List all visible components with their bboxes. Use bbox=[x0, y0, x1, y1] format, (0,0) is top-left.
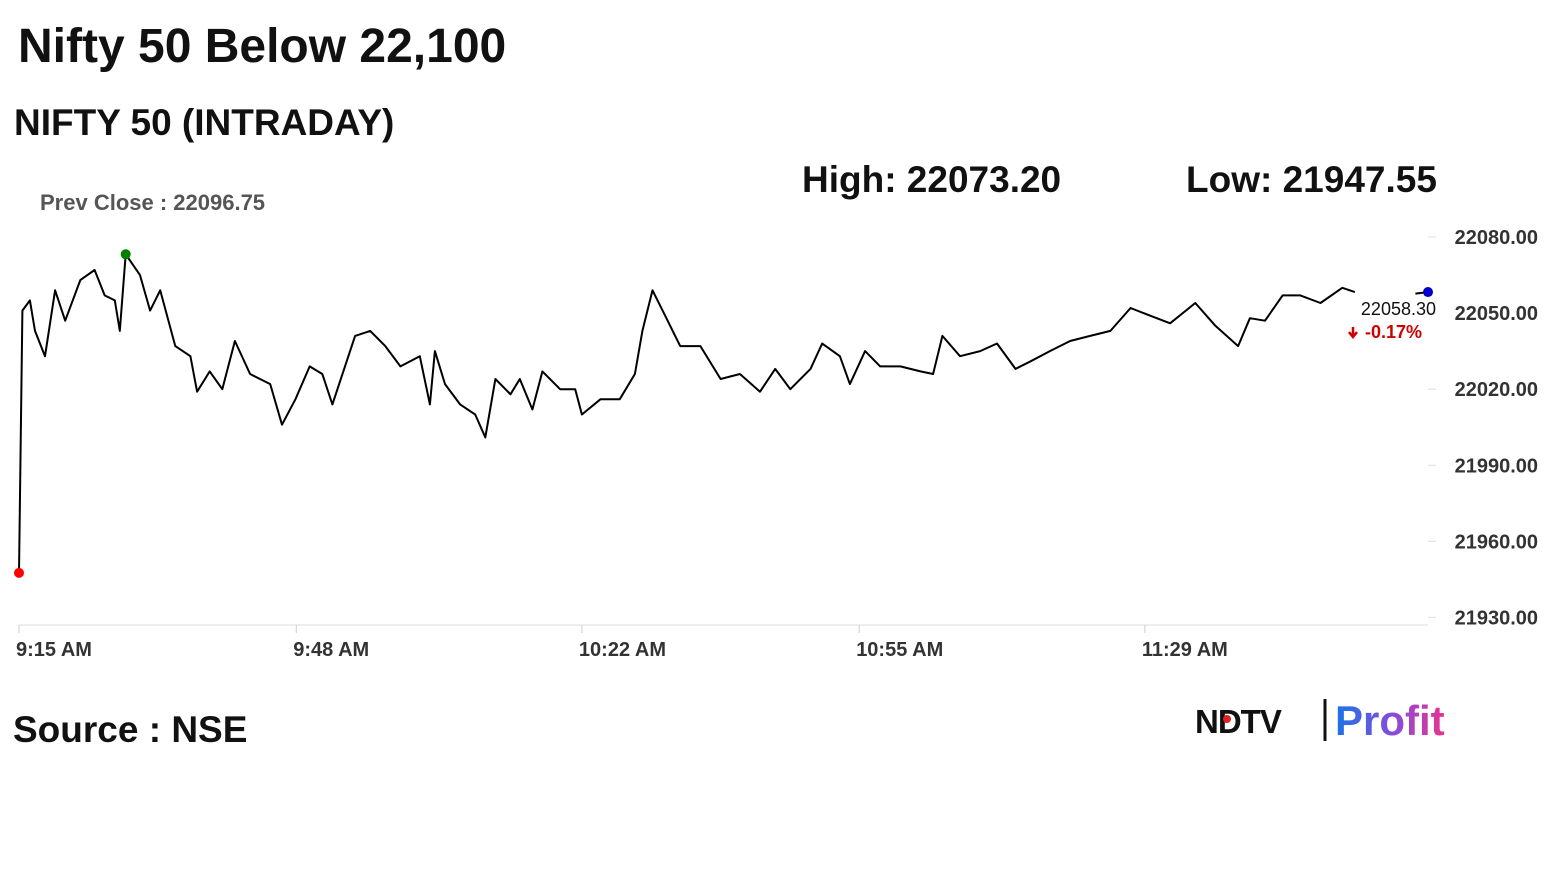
y-tick-label: 22020.00 bbox=[1455, 379, 1538, 401]
y-tick-label: 22080.00 bbox=[1455, 227, 1538, 249]
source: Source : NSE bbox=[13, 709, 247, 750]
change-label: -0.17% bbox=[1365, 322, 1422, 342]
prev-close-label: Prev Close : 22096.75 bbox=[40, 190, 265, 215]
price-line bbox=[18, 253, 1429, 573]
logo-dot bbox=[1223, 715, 1231, 723]
x-tick-label: 11:29 AM bbox=[1142, 639, 1228, 661]
subtitle: NIFTY 50 (INTRADAY) bbox=[14, 102, 394, 143]
high-marker bbox=[120, 249, 131, 260]
low-label: Low: 21947.55 bbox=[1186, 159, 1437, 200]
high-label: High: 22073.20 bbox=[802, 159, 1061, 200]
title: Nifty 50 Below 22,100 bbox=[18, 20, 506, 73]
low-marker bbox=[14, 567, 24, 578]
logo-profit: Profit bbox=[1335, 697, 1445, 744]
logo-ndtv: NDTV bbox=[1195, 703, 1282, 740]
x-tick-label: 10:55 AM bbox=[856, 639, 943, 661]
y-tick-label: 21930.00 bbox=[1455, 607, 1538, 629]
last-value-label: 22058.30 bbox=[1361, 299, 1436, 319]
down-arrow bbox=[1348, 327, 1358, 340]
x-tick-label: 9:15 AM bbox=[16, 639, 92, 661]
x-tick-label: 10:22 AM bbox=[579, 639, 666, 661]
last-marker bbox=[1423, 287, 1433, 298]
y-tick-label: 22050.00 bbox=[1455, 303, 1538, 325]
x-tick-label: 9:48 AM bbox=[293, 639, 369, 661]
y-tick-label: 21990.00 bbox=[1455, 455, 1538, 477]
y-tick-label: 21960.00 bbox=[1455, 531, 1538, 553]
